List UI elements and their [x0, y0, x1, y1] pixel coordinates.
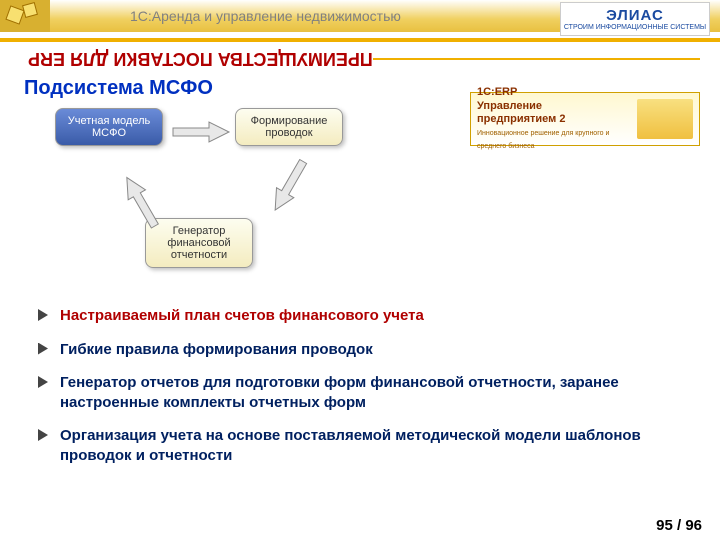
promo-text: 1C:ERP Управление предприятием 2 Инновац…	[477, 86, 631, 152]
promo-line1: 1C:ERP	[477, 86, 517, 98]
section-title: ПРЕИМУЩЕСТВА ПОСТАВКИ ДЛЯ ERP	[20, 48, 373, 69]
logo-subtext: СТРОИМ ИНФОРМАЦИОННЫЕ СИСТЕМЫ	[564, 24, 706, 31]
diagram-node-model: Учетная модель МСФО	[55, 108, 163, 146]
bullet-item: Настраиваемый план счетов финансового уч…	[60, 306, 680, 326]
page-total: 96	[685, 517, 702, 534]
diagram-arrow	[259, 151, 314, 217]
promo-line3: предприятием 2	[477, 113, 565, 125]
header-decoration	[0, 0, 50, 32]
page-current: 95	[656, 517, 673, 534]
promo-image	[637, 99, 693, 139]
promo-line2: Управление	[477, 100, 542, 112]
diagram-node-report: Генератор финансовой отчетности	[145, 218, 253, 268]
diagram-arrow	[115, 167, 170, 233]
diagram: Учетная модель МСФО Формирование проводок…	[55, 108, 375, 288]
bullet-item: Гибкие правила формирования проводок	[60, 340, 680, 360]
promo-card: 1C:ERP Управление предприятием 2 Инновац…	[470, 92, 700, 146]
promo-line4: Инновационное решение для крупного и сре…	[477, 130, 609, 150]
bullet-item: Генератор отчетов для подготовки форм фи…	[60, 373, 680, 412]
diagram-node-posting: Формирование проводок	[235, 108, 343, 146]
divider	[0, 38, 720, 42]
section-rule	[373, 58, 700, 60]
bullet-item: Организация учета на основе поставляемой…	[60, 426, 680, 465]
section-title-row: ПРЕИМУЩЕСТВА ПОСТАВКИ ДЛЯ ERP	[20, 48, 700, 69]
logo-text: ЭЛИАС	[606, 7, 664, 24]
header-bar: 1С:Аренда и управление недвижимостью ЭЛИ…	[0, 0, 720, 32]
logo: ЭЛИАС СТРОИМ ИНФОРМАЦИОННЫЕ СИСТЕМЫ	[560, 2, 710, 36]
diagram-arrow	[171, 120, 231, 149]
bullet-list: Настраиваемый план счетов финансового уч…	[60, 306, 680, 465]
pager: 95 / 96	[656, 517, 702, 534]
